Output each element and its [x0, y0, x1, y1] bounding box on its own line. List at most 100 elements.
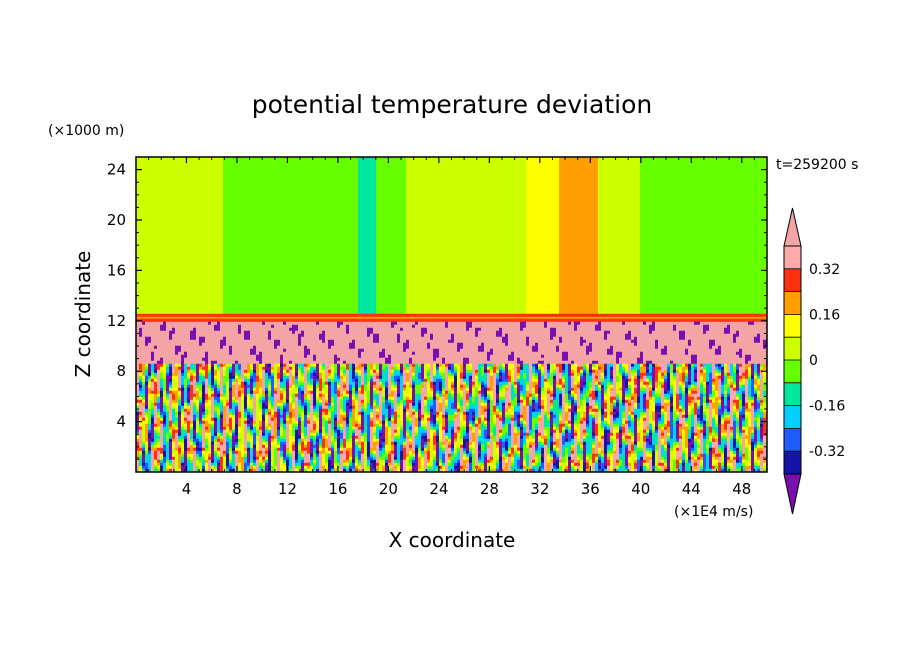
- field-cell: [256, 381, 260, 386]
- field-cell: [319, 441, 323, 446]
- field-cell: [328, 330, 332, 335]
- field-cell: [151, 438, 155, 443]
- upper-field-column: [286, 157, 290, 317]
- field-cell: [367, 360, 371, 365]
- field-cell: [148, 372, 152, 377]
- field-cell: [370, 351, 374, 356]
- field-cell: [298, 450, 302, 455]
- field-cell: [388, 348, 392, 353]
- field-cell: [262, 336, 266, 341]
- field-cell: [235, 327, 239, 332]
- field-cell: [190, 417, 194, 422]
- field-cell: [220, 330, 224, 335]
- field-cell: [193, 378, 197, 383]
- field-cell: [163, 387, 167, 392]
- field-cell: [292, 402, 296, 407]
- field-cell: [253, 444, 257, 449]
- field-cell: [247, 468, 251, 472]
- field-cell: [265, 357, 269, 362]
- field-cell: [385, 426, 389, 431]
- field-cell: [397, 378, 401, 383]
- field-cell: [316, 438, 320, 443]
- field-cell: [310, 342, 314, 347]
- field-cell: [343, 429, 347, 434]
- field-cell: [340, 423, 344, 428]
- field-cell: [151, 426, 155, 431]
- field-cell: [334, 327, 338, 332]
- field-cell: [364, 465, 368, 470]
- upper-field-column: [406, 157, 410, 317]
- field-cell: [211, 375, 215, 380]
- field-cell: [352, 459, 356, 464]
- field-cell: [349, 417, 353, 422]
- field-cell: [208, 351, 212, 356]
- field-cell: [358, 339, 362, 344]
- field-cell: [298, 345, 302, 350]
- field-cell: [325, 345, 329, 350]
- field-cell: [343, 333, 347, 338]
- field-cell: [181, 375, 185, 380]
- field-cell: [208, 393, 212, 398]
- field-cell: [220, 384, 224, 389]
- field-cell: [217, 462, 221, 467]
- field-cell: [376, 384, 380, 389]
- field-cell: [214, 333, 218, 338]
- field-cell: [187, 378, 191, 383]
- field-cell: [157, 456, 161, 461]
- field-cell: [208, 465, 212, 470]
- field-cell: [391, 321, 395, 326]
- field-cell: [349, 330, 353, 335]
- field-cell: [400, 399, 404, 404]
- field-cell: [337, 348, 341, 353]
- field-cell: [334, 441, 338, 446]
- field-cell: [394, 399, 398, 404]
- field-cell: [379, 366, 383, 371]
- field-cell: [196, 393, 200, 398]
- field-cell: [232, 426, 236, 431]
- field-cell: [259, 423, 263, 428]
- field-cell: [307, 327, 311, 332]
- field-cell: [259, 387, 263, 392]
- field-cell: [340, 465, 344, 470]
- field-cell: [154, 444, 158, 449]
- field-cell: [367, 372, 371, 377]
- field-cell: [184, 465, 188, 470]
- field-cell: [388, 414, 392, 419]
- field-cell: [373, 336, 377, 341]
- field-cell: [286, 378, 290, 383]
- field-cell: [289, 324, 293, 329]
- field-cell: [280, 444, 284, 449]
- field-cell: [139, 381, 143, 386]
- field-cell: [280, 318, 284, 323]
- field-cell: [178, 423, 182, 428]
- field-cell: [232, 444, 236, 449]
- field-cell: [211, 387, 215, 392]
- field-cell: [328, 402, 332, 407]
- field-cell: [301, 336, 305, 341]
- field-cell: [343, 321, 347, 326]
- field-cell: [373, 456, 377, 461]
- field-cell: [244, 336, 248, 341]
- field-cell: [199, 438, 203, 443]
- field-cell: [337, 345, 341, 350]
- field-cell: [352, 366, 356, 371]
- field-cell: [334, 357, 338, 362]
- field-cell: [184, 396, 188, 401]
- field-cell: [205, 387, 209, 392]
- field-cell: [223, 360, 227, 365]
- field-cell: [334, 345, 338, 350]
- upper-field-column: [331, 157, 335, 317]
- field-cell: [172, 336, 176, 341]
- field-cell: [241, 363, 245, 368]
- field-cell: [394, 420, 398, 425]
- field-cell: [397, 351, 401, 356]
- field-cell: [238, 447, 242, 452]
- field-cell: [382, 330, 386, 335]
- field-cell: [370, 384, 374, 389]
- field-cell: [301, 432, 305, 437]
- field-cell: [256, 444, 260, 449]
- field-cell: [175, 351, 179, 356]
- field-cell: [205, 453, 209, 458]
- field-cell: [244, 321, 248, 326]
- field-cell: [346, 393, 350, 398]
